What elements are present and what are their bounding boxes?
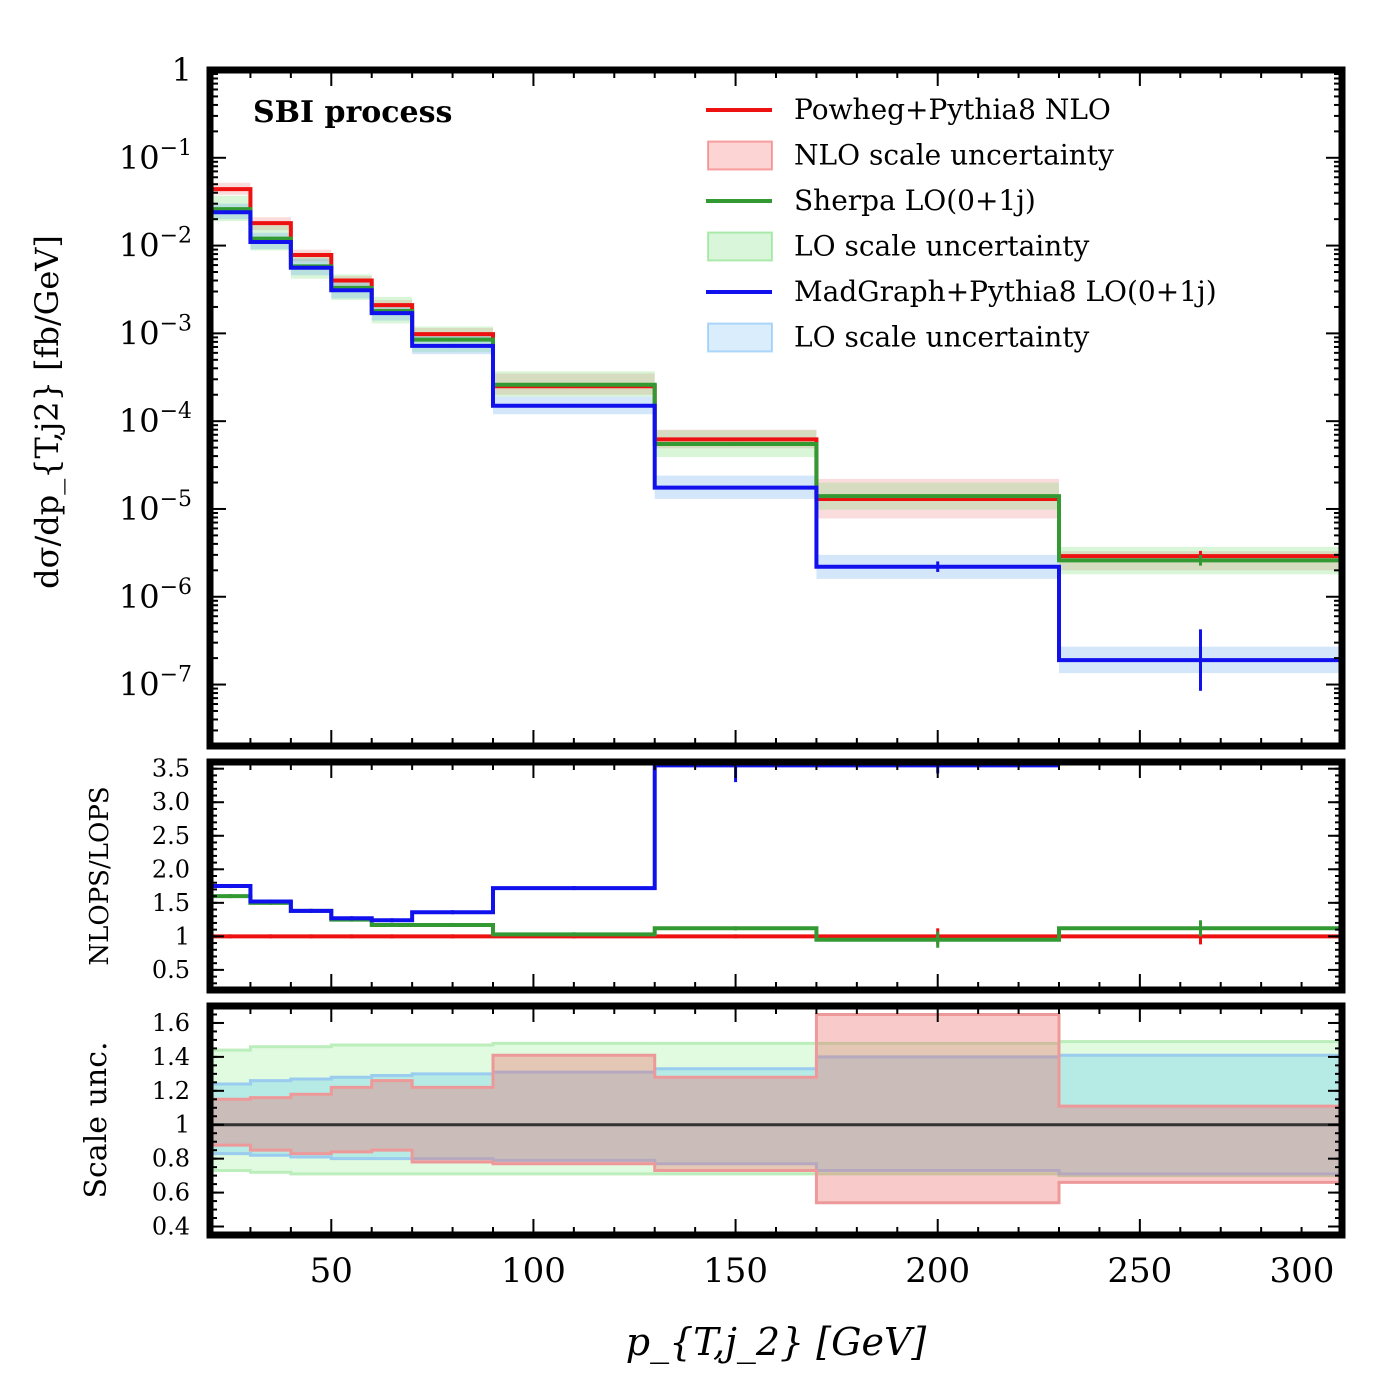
main-ytick-label: 10−6 [119,575,192,616]
ratio-ticks: 0.5 1 1.5 2.0 2.5 3.0 3.5 [152,755,1343,990]
scale-ytick-label: 1.2 [152,1077,190,1105]
legend: Powheg+Pythia8 NLO NLO scale uncertainty S… [706,93,1217,354]
scale-band-3-bin-5 [371,1080,413,1151]
svg-text:NLOPS/LOPS: NLOPS/LOPS [85,786,115,965]
main-uncertainty-bands [210,182,1342,674]
scale-band-2-bin-8 [654,1068,817,1164]
scale-frame [206,1002,1346,1239]
main-ytick-label: 10−4 [119,399,192,440]
legend-label: MadGraph+Pythia8 LO(0+1j) [794,275,1217,308]
scale-band-3-bin-10 [1059,1106,1342,1183]
main-series-2 [210,207,1342,563]
legend-label: LO scale uncertainty [794,230,1090,263]
ratio-ytick-label: 2.5 [152,822,190,850]
ratio-series-lines [210,762,1342,948]
legend-label: Sherpa LO(0+1j) [794,184,1036,217]
legend-label: LO scale uncertainty [794,321,1090,354]
scale-band-1-bin-9 [816,1043,1059,1174]
scale-ytick-label: 0.4 [152,1213,190,1241]
legend-band-swatch [707,322,773,353]
main-series-1 [210,187,1342,559]
x-tick-labels: 50 100 150 200 250 300 [310,1251,1335,1291]
scale-band-upper-edge [210,1012,1342,1108]
svg-text:Scale unc.: Scale unc. [79,1041,114,1198]
legend-band-swatch [707,140,773,171]
legend-band-swatch [707,231,773,262]
scale-band-2-bin-5 [371,1075,413,1159]
x-tick-label: 150 [703,1251,768,1291]
ratio-ytick-label: 2.0 [152,855,190,883]
scale-band-lower-edge [210,1169,1342,1178]
scale-ytick-label: 1.4 [152,1043,190,1071]
scale-band-2-bin-4 [331,1077,372,1159]
scale-band-1-bin-10 [1059,1041,1342,1176]
main-ytick-label: 10−7 [119,663,192,704]
ratio-series-2 [210,894,1342,942]
ratio-series-3 [210,763,1059,923]
scale-band-2-bin-3 [290,1078,332,1157]
scale-ytick-label: 0.8 [152,1145,190,1173]
main-frame [206,66,1346,750]
scale-band-lower-edge [210,1152,1342,1176]
scale-band-1-bin-6 [412,1045,493,1174]
panel-title: SBI process [253,95,452,130]
scale-panel: 0.4 0.6 0.8 1 1.2 1.4 1.6 [152,1002,1346,1241]
scale-band-2-bin-9 [816,1056,1059,1171]
scale-band-2-bin-7 [493,1072,655,1161]
x-tick-label: 50 [310,1251,353,1291]
main-ytick-label: 10−3 [119,311,192,352]
main-series-3 [210,210,1342,663]
scale-band-2-bin-10 [1059,1055,1342,1174]
scale-ytick-label: 1.6 [152,1009,190,1037]
ratio-ytick-label: 1.5 [152,889,190,917]
x-tick-label: 100 [501,1251,566,1291]
ratio-ytick-label: 3.5 [152,755,190,783]
main-ytick-label: 10−5 [119,487,192,528]
scale-band-3-bin-9 [816,1014,1059,1203]
main-series-lines [210,187,1342,691]
ratio-ytick-label: 0.5 [152,956,190,984]
scale-band-3-bin-1 [210,1099,251,1146]
main-ytick-label: 10−1 [119,136,192,177]
main-y-axis-label: dσ/dp_{T,j2} [fb/GeV] [28,235,66,589]
x-tick-label: 250 [1107,1251,1172,1291]
scale-ytick-label: 1 [175,1111,190,1139]
ratio-panel: 0.5 1 1.5 2.0 2.5 3.0 3.5 [152,755,1346,994]
main-ytick-label: 1 [172,51,192,89]
scale-band-upper-edge [210,1040,1342,1052]
scale-band-3-bin-7 [493,1055,655,1164]
scale-band-1-bin-7 [493,1043,655,1174]
x-tick-label: 300 [1270,1251,1335,1291]
ratio-ytick-label: 3.0 [152,788,190,816]
x-tick-label: 200 [905,1251,970,1291]
scale-band-3-bin-4 [331,1087,372,1152]
ratio-frame [206,758,1346,994]
scale-band-1-bin-8 [654,1043,817,1174]
scale-band-lower-edge [210,1143,1342,1205]
scale-band-1-bin-5 [371,1045,413,1174]
x-axis-label: p_{T,j_2} [GeV] [626,1320,927,1365]
scale-ytick-label: 0.6 [152,1179,190,1207]
main-ytick-label: 10−2 [119,224,192,265]
legend-label: Powheg+Pythia8 NLO [794,93,1111,126]
scale-band-2-bin-2 [250,1080,291,1156]
scale-bands [210,1012,1342,1205]
ratio-y-axis-label: NLOPS/LOPS [85,786,115,965]
svg-text:dσ/dp_{T,j2} [fb/GeV]: dσ/dp_{T,j2} [fb/GeV] [28,235,66,589]
legend-label: NLO scale uncertainty [794,139,1114,172]
ratio-ytick-label: 1 [175,922,190,950]
main-panel: 1 10−1 10−2 10−3 10−4 10−5 10−6 10−7 SBI proces… [119,51,1346,750]
scale-y-axis-label: Scale unc. [79,1041,114,1198]
